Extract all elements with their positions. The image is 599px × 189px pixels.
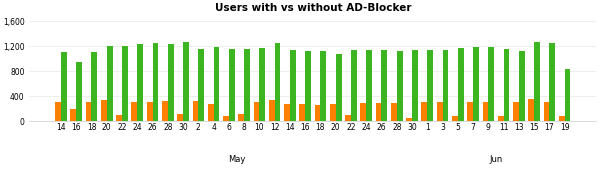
Bar <box>513 102 519 121</box>
Bar <box>107 46 113 121</box>
Text: May: May <box>228 155 245 164</box>
Bar <box>376 103 382 121</box>
Bar <box>335 54 341 121</box>
Bar <box>259 48 265 121</box>
Bar <box>345 115 351 121</box>
Bar <box>153 43 158 121</box>
Bar <box>314 105 320 121</box>
Bar <box>534 42 540 121</box>
Bar <box>519 51 525 121</box>
Bar <box>559 116 565 121</box>
Bar <box>275 43 280 121</box>
Bar <box>284 104 290 121</box>
Bar <box>452 116 458 121</box>
Bar <box>122 46 128 121</box>
Bar <box>382 50 388 121</box>
Bar <box>269 100 275 121</box>
Bar <box>366 50 372 121</box>
Bar <box>406 118 412 121</box>
Bar <box>238 114 244 121</box>
Bar <box>544 102 549 121</box>
Bar <box>177 114 183 121</box>
Bar <box>427 50 433 121</box>
Bar <box>137 44 143 121</box>
Bar <box>61 52 66 121</box>
Bar <box>116 115 122 121</box>
Bar <box>412 50 418 121</box>
Bar <box>183 43 189 121</box>
Bar <box>55 102 61 121</box>
Bar <box>391 103 397 121</box>
Bar <box>300 104 305 121</box>
Bar <box>320 51 326 121</box>
Bar <box>92 52 97 121</box>
Bar <box>168 44 174 121</box>
Bar <box>351 50 357 121</box>
Bar <box>253 102 259 121</box>
Bar <box>223 116 229 121</box>
Bar <box>244 49 250 121</box>
Bar <box>565 69 570 121</box>
Bar <box>131 102 137 121</box>
Bar <box>473 47 479 121</box>
Bar <box>229 49 235 121</box>
Bar <box>214 47 219 121</box>
Bar <box>361 103 366 121</box>
Bar <box>101 100 107 121</box>
Bar <box>86 102 92 121</box>
Bar <box>437 102 443 121</box>
Title: Users with vs without AD-Blocker: Users with vs without AD-Blocker <box>214 3 411 13</box>
Bar <box>198 49 204 121</box>
Bar <box>290 50 296 121</box>
Bar <box>498 116 504 121</box>
Bar <box>330 104 335 121</box>
Bar <box>397 51 403 121</box>
Bar <box>208 104 214 121</box>
Bar <box>488 47 494 121</box>
Bar <box>549 43 555 121</box>
Bar <box>504 49 509 121</box>
Text: Jun: Jun <box>489 155 503 164</box>
Bar <box>147 102 153 121</box>
Bar <box>443 50 448 121</box>
Bar <box>422 102 427 121</box>
Bar <box>76 62 82 121</box>
Bar <box>162 101 168 121</box>
Bar <box>192 101 198 121</box>
Bar <box>71 109 76 121</box>
Bar <box>467 102 473 121</box>
Bar <box>528 99 534 121</box>
Bar <box>458 48 464 121</box>
Bar <box>483 102 488 121</box>
Bar <box>305 51 311 121</box>
